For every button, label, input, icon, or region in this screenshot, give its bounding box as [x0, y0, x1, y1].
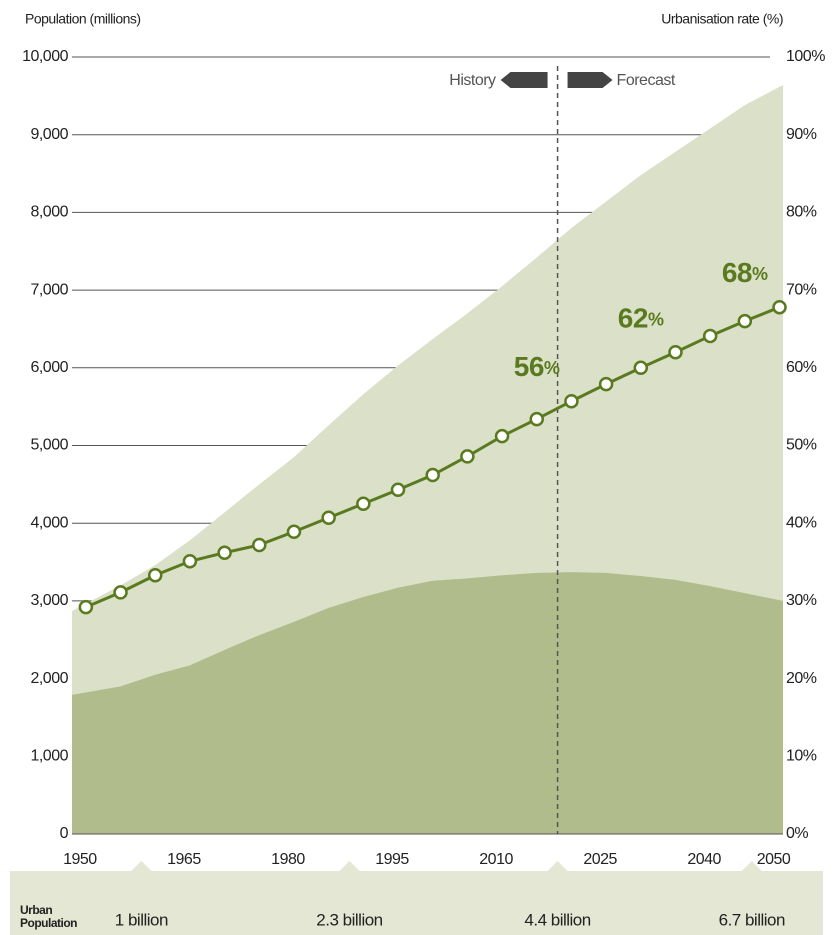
forecast-arrow — [567, 72, 613, 88]
urban-band — [10, 871, 823, 935]
history-arrow — [500, 72, 548, 88]
history-label: History — [449, 72, 496, 89]
x-tick-label: 1995 — [375, 851, 409, 868]
marker — [113, 585, 128, 600]
data-label-unit: % — [544, 358, 560, 378]
marker — [529, 411, 545, 427]
y-tick-label: 4,000 — [30, 514, 68, 531]
urban-pointer — [546, 861, 569, 872]
y2-tick-label: 40% — [786, 514, 817, 531]
urban-band-title-line: Population — [20, 916, 77, 930]
data-label-number: 68 — [722, 258, 752, 289]
data-label-unit: % — [752, 264, 768, 284]
y-tick-label: 0 — [60, 825, 69, 842]
marker — [217, 545, 232, 560]
marker — [598, 376, 614, 392]
x-tick-label: 1965 — [167, 851, 201, 868]
y2-tick-label: 20% — [786, 670, 817, 687]
y-tick-label: 6,000 — [30, 359, 68, 376]
urban-value: 4.4 billion — [524, 910, 590, 929]
y-tick-label: 7,000 — [30, 281, 68, 298]
urban-pointer — [130, 861, 153, 872]
urban-band-title: Urban Population — [20, 903, 77, 930]
y2-tick-label: 50% — [786, 437, 817, 454]
y-tick-label: 3,000 — [30, 592, 68, 609]
marker — [182, 554, 198, 569]
x-tick-label: 1980 — [271, 851, 305, 868]
urban-value: 1 billion — [115, 910, 168, 929]
y2-tick-label: 70% — [786, 281, 817, 298]
y2-tick-label: 80% — [786, 204, 817, 221]
urban-pointer — [338, 861, 361, 872]
y2-tick-label: 60% — [786, 359, 817, 376]
data-label: 68% — [722, 258, 768, 289]
marker — [772, 299, 787, 315]
x-tick-label: 2025 — [583, 851, 617, 868]
y-tick-label: 9,000 — [30, 126, 68, 143]
area — [72, 572, 783, 834]
y2-tick-label: 10% — [786, 748, 817, 765]
y-tick-label: 5,000 — [30, 437, 68, 454]
y-tick-label: 1,000 — [30, 748, 68, 765]
marker — [425, 467, 440, 483]
x-tick-label: 2040 — [687, 851, 721, 868]
marker — [390, 482, 406, 498]
urban-band-title-line: Urban — [20, 903, 52, 917]
y2-tick-label: 0% — [786, 825, 808, 842]
urban-value: 6.7 billion — [719, 910, 785, 929]
marker — [286, 524, 302, 539]
forecast-label: Forecast — [617, 72, 676, 89]
marker — [252, 537, 267, 553]
marker — [737, 313, 753, 329]
x-tick-label: 2010 — [479, 851, 513, 868]
data-label: 56% — [514, 352, 560, 383]
marker — [356, 496, 371, 512]
y-axis-title: Population (millions) — [25, 11, 141, 27]
y-tick-label: 10,000 — [22, 48, 69, 65]
urban-value: 2.3 billion — [316, 910, 382, 929]
marker — [668, 345, 683, 360]
y-tick-label: 2,000 — [30, 670, 68, 687]
marker — [321, 510, 336, 526]
y2-tick-label: 90% — [786, 126, 817, 143]
data-label-number: 56 — [514, 352, 544, 383]
x-tick-label: 2050 — [757, 851, 791, 868]
data-label-number: 62 — [618, 303, 648, 334]
marker — [494, 428, 510, 444]
y-tick-label: 8,000 — [30, 204, 68, 221]
marker — [78, 599, 94, 615]
marker — [633, 360, 649, 376]
y2-tick-label: 100% — [786, 48, 825, 65]
x-tick-label: 1950 — [63, 851, 97, 868]
marker — [460, 449, 475, 464]
marker — [702, 328, 718, 344]
y2-tick-label: 30% — [786, 592, 817, 609]
data-label-unit: % — [648, 309, 664, 329]
urban-pointer — [740, 861, 763, 872]
marker — [147, 568, 163, 583]
marker — [564, 393, 579, 409]
y2-axis-title: Urbanisation rate (%) — [661, 11, 783, 27]
data-label: 62% — [618, 303, 664, 334]
